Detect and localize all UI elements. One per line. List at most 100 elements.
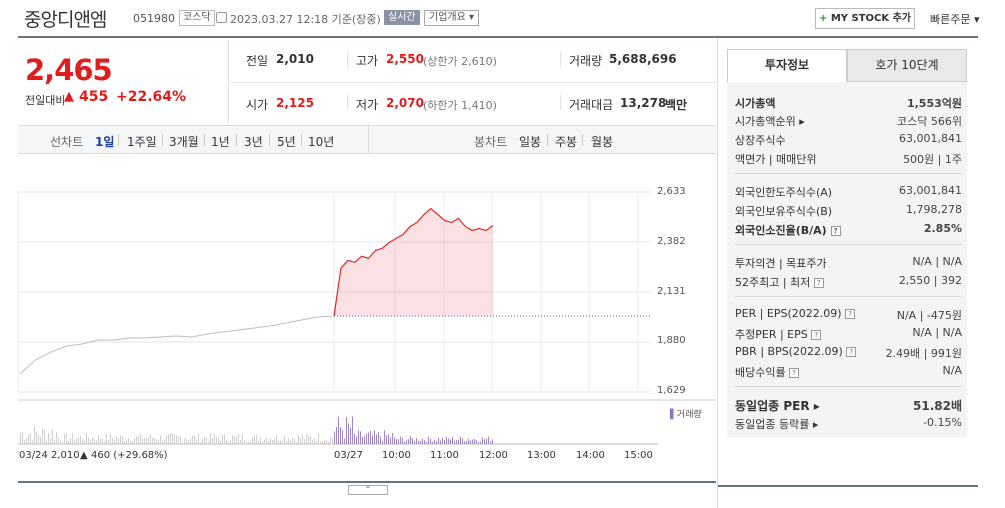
open-label: 시가 bbox=[246, 98, 269, 112]
volume-bar bbox=[430, 438, 431, 444]
x-tick-label: 12:00 bbox=[479, 450, 508, 461]
help-icon[interactable]: ? bbox=[830, 226, 841, 236]
help-icon[interactable]: ? bbox=[789, 368, 800, 378]
volume-bar bbox=[72, 433, 73, 444]
divider bbox=[717, 38, 718, 508]
divider bbox=[347, 52, 348, 67]
help-icon[interactable]: ? bbox=[813, 278, 824, 288]
volume-bar bbox=[314, 438, 315, 444]
volume-bar bbox=[32, 440, 33, 444]
help-icon[interactable]: ? bbox=[845, 309, 856, 319]
volume-bar bbox=[302, 435, 303, 444]
x-tick-label: 15:00 bbox=[624, 450, 653, 461]
volume-bar bbox=[70, 438, 71, 444]
today-line bbox=[333, 207, 494, 317]
volume-bar bbox=[206, 438, 207, 444]
collapse-button[interactable]: ⌃ bbox=[348, 485, 388, 495]
chart-tab-bar bbox=[18, 125, 716, 154]
volume-bar bbox=[296, 441, 297, 444]
volume-bar bbox=[232, 435, 233, 444]
add-mystock-label: MY STOCK 추가 bbox=[830, 13, 912, 24]
realtime-badge[interactable]: 실시간 bbox=[384, 10, 420, 25]
tab-10year[interactable]: 10년 bbox=[308, 135, 335, 149]
volume-bar bbox=[160, 435, 161, 444]
volume-bar bbox=[316, 441, 317, 444]
help-icon[interactable]: ? bbox=[811, 330, 822, 340]
volume-bar bbox=[90, 439, 91, 444]
high-label: 고가 bbox=[356, 54, 379, 68]
volume-bar bbox=[492, 439, 493, 444]
market-cap-rank-link[interactable]: 시가총액순위 ▸ 코스닥 566위 bbox=[735, 115, 962, 128]
volume-bar bbox=[156, 439, 157, 444]
volume-bar bbox=[110, 434, 111, 444]
volume-bar bbox=[200, 441, 201, 444]
tab-order-book[interactable]: 호가 10단계 bbox=[847, 49, 967, 82]
volume-bars bbox=[18, 399, 716, 445]
tab-3year[interactable]: 3년 bbox=[244, 135, 263, 149]
volume-bar bbox=[36, 431, 37, 444]
help-icon[interactable]: ? bbox=[846, 347, 857, 357]
quick-order-button[interactable]: 빠른주문 ▾ bbox=[930, 13, 980, 26]
divider bbox=[582, 134, 583, 146]
volume-bar bbox=[188, 440, 189, 444]
volume-bar bbox=[186, 438, 187, 444]
tab-1day[interactable]: 1일 bbox=[95, 135, 115, 149]
volume-bar bbox=[420, 440, 421, 444]
volume-bar bbox=[170, 433, 171, 444]
volume-bar bbox=[124, 440, 125, 444]
tab-5year[interactable]: 5년 bbox=[277, 135, 296, 149]
volume-bar bbox=[164, 439, 165, 444]
divider bbox=[735, 244, 962, 245]
divider bbox=[735, 296, 962, 297]
stock-code: 051980 bbox=[133, 12, 175, 25]
volume-bar bbox=[264, 439, 265, 444]
volume-bar bbox=[192, 435, 193, 444]
volume-bar bbox=[418, 440, 419, 444]
volume-bar bbox=[362, 437, 363, 444]
volume-bar bbox=[380, 436, 381, 444]
price-chart[interactable] bbox=[18, 180, 718, 480]
volume-bar bbox=[384, 430, 385, 444]
tab-investment-info[interactable]: 투자정보 bbox=[727, 49, 847, 82]
trade-amount-value: 13,278 bbox=[620, 96, 667, 110]
panel-row: 외국인보유주식수(B) 1,798,278 bbox=[735, 203, 962, 218]
volume-bar bbox=[472, 439, 473, 444]
volume-label: 거래량 bbox=[569, 54, 603, 68]
volume-bar bbox=[476, 440, 477, 444]
volume-bar bbox=[212, 437, 213, 444]
tab-monthly-candle[interactable]: 월봉 bbox=[591, 135, 614, 149]
tab-3month[interactable]: 3개월 bbox=[169, 135, 199, 149]
volume-bar bbox=[48, 433, 49, 444]
tab-weekly-candle[interactable]: 주봉 bbox=[555, 135, 578, 149]
volume-bar bbox=[438, 438, 439, 444]
volume-bar bbox=[66, 433, 67, 444]
volume-bar bbox=[312, 439, 313, 444]
volume-bar bbox=[278, 440, 279, 444]
industry-per-link[interactable]: 동일업종 PER ▸ 51.82배 bbox=[735, 399, 962, 413]
volume-bar bbox=[136, 435, 137, 444]
x-tick-label: 11:00 bbox=[430, 450, 459, 461]
volume-bar bbox=[208, 441, 209, 444]
tab-1week[interactable]: 1주일 bbox=[127, 135, 157, 149]
volume-bar bbox=[324, 440, 325, 444]
tab-1year[interactable]: 1년 bbox=[211, 135, 230, 149]
panel-row: 액면가 | 매매단위 500원 | 1주 bbox=[735, 153, 962, 166]
volume-bar bbox=[228, 441, 229, 444]
bottom-divider bbox=[18, 481, 716, 483]
add-mystock-button[interactable]: + MY STOCK 추가 bbox=[815, 8, 915, 29]
industry-change-link[interactable]: 동일업종 등락률 ▸ -0.15% bbox=[735, 416, 962, 431]
volume-bar bbox=[62, 441, 63, 444]
volume-bar bbox=[292, 437, 293, 444]
volume-bar bbox=[394, 437, 395, 444]
company-info-dropdown[interactable]: 기업개요 ▾ bbox=[424, 10, 479, 26]
x-tick-label: 03/24 bbox=[19, 450, 48, 461]
tab-daily-candle[interactable]: 일봉 bbox=[519, 135, 542, 149]
volume-bar bbox=[480, 441, 481, 444]
volume-bar bbox=[222, 434, 223, 444]
volume-bar bbox=[234, 435, 235, 444]
market-badge: 코스닥 bbox=[179, 10, 215, 26]
volume-bar bbox=[334, 431, 335, 444]
volume-bar bbox=[378, 432, 379, 444]
volume-bar bbox=[374, 430, 375, 444]
volume-bar bbox=[20, 433, 21, 444]
